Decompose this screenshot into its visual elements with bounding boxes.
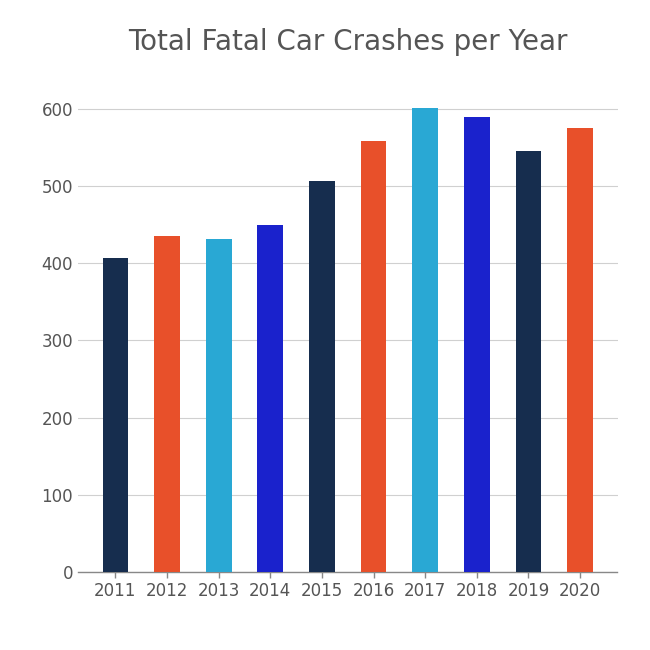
Bar [206, 239, 231, 572]
Bar [412, 108, 438, 572]
Bar [309, 181, 335, 572]
Bar [361, 141, 387, 572]
Bar [464, 116, 489, 572]
Bar [103, 258, 128, 572]
Bar [515, 151, 541, 572]
Bar [257, 225, 283, 572]
Bar [154, 236, 180, 572]
Title: Total Fatal Car Crashes per Year: Total Fatal Car Crashes per Year [128, 28, 567, 56]
Bar [567, 128, 593, 572]
